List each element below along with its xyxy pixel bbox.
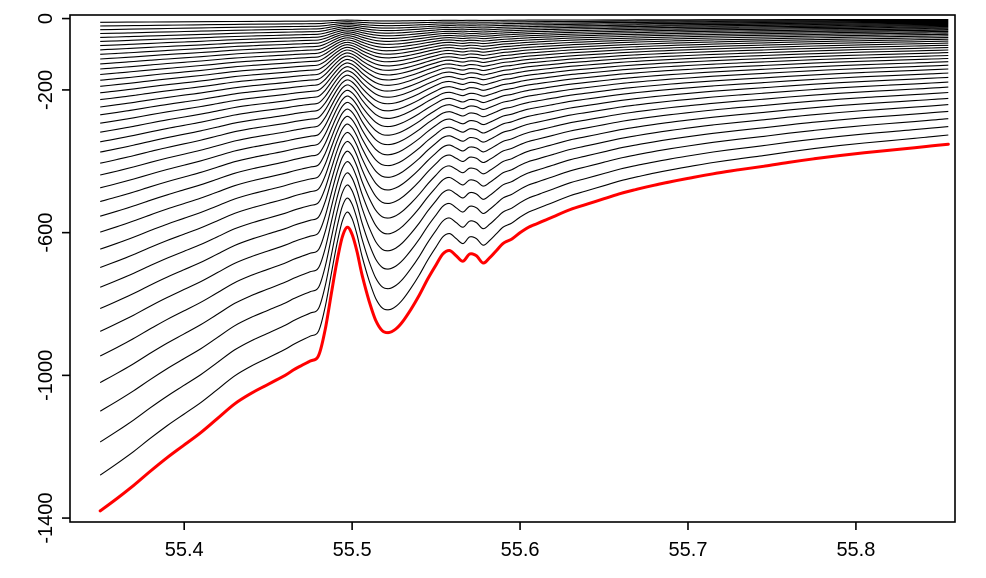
sigma-level-line [99, 91, 949, 310]
sigma-level-line [100, 25, 949, 51]
sigma-level-line [100, 72, 949, 233]
sigma-level-line [100, 24, 949, 47]
sigma-level-line [100, 21, 949, 35]
sigma-level-line [99, 104, 949, 357]
sigma-level-line [100, 52, 949, 153]
sigma-level-line [99, 118, 949, 412]
y-tick-label: -600 [35, 213, 57, 253]
plot-area [98, 18, 950, 513]
sigma-level-line [100, 35, 949, 87]
sigma-level-line [100, 20, 949, 31]
sigma-level-line [100, 61, 949, 189]
sigma-level-line [99, 134, 949, 476]
sigma-level-line [100, 36, 949, 94]
bathymetry-line [98, 142, 950, 513]
y-tick-label: 0 [35, 13, 57, 24]
sigma-level-line [100, 42, 949, 116]
y-tick-label: -200 [35, 70, 57, 110]
sigma-level-line [100, 28, 949, 60]
sigma-level-line [100, 27, 949, 55]
x-tick-label: 55.6 [501, 539, 540, 561]
x-tick-label: 55.8 [836, 539, 875, 561]
sigma-level-line [99, 126, 949, 443]
x-tick-label: 55.4 [165, 539, 204, 561]
sigma-level-line [100, 23, 949, 42]
sigma-level-line [100, 40, 949, 108]
sigma-level-line [100, 30, 949, 70]
sigma-level-line [100, 54, 949, 164]
sigma-level-line [100, 49, 949, 143]
sigma-level-line [100, 44, 949, 124]
sigma-level-line [100, 47, 949, 133]
sigma-level-line [100, 18, 949, 23]
sigma-level-line [99, 86, 949, 288]
sigma-level-line [100, 19, 949, 27]
sigma-level-line [100, 76, 949, 250]
sigma-level-line [100, 33, 949, 81]
x-tick-label: 55.5 [333, 539, 372, 561]
x-tick-label: 55.7 [669, 539, 708, 561]
sigma-level-line [100, 29, 949, 65]
sigma-level-line [99, 110, 949, 384]
sigma-level-line [100, 64, 949, 203]
y-tick-label: -1400 [35, 492, 57, 543]
plot-border [69, 14, 956, 523]
sigma-level-line [100, 57, 949, 176]
y-tick-label: -1000 [35, 350, 57, 401]
sigma-level-line [99, 81, 949, 269]
sigma-level-line [100, 32, 949, 76]
sigma-level-line [100, 68, 949, 217]
sigma-level-line [99, 97, 949, 332]
sigma-level-line [100, 38, 949, 101]
sigma-level-line [100, 22, 949, 38]
